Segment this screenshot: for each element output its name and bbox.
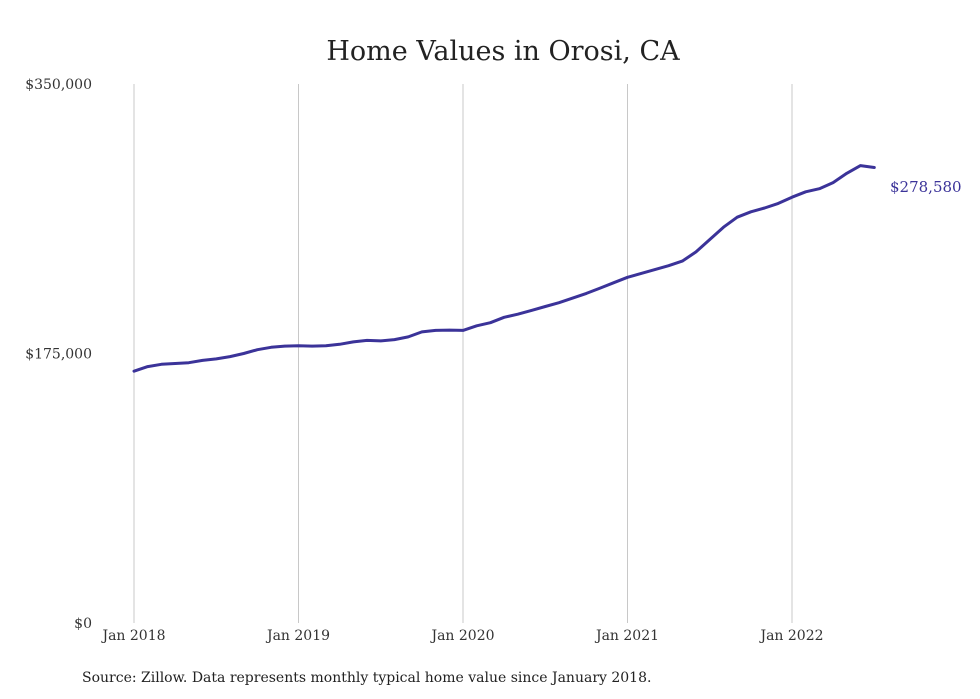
grid-lines — [133, 84, 793, 623]
data-point — [379, 339, 382, 343]
data-point — [489, 321, 492, 324]
data-point — [269, 346, 273, 349]
data-point — [393, 338, 396, 341]
data-point — [749, 210, 753, 214]
data-point — [297, 344, 300, 347]
data-point — [571, 296, 574, 300]
chart-title: Home Values in Orosi, CA — [326, 36, 680, 67]
data-point — [612, 281, 615, 284]
data-point — [640, 272, 643, 275]
series-line — [132, 164, 876, 373]
data-point — [173, 362, 177, 365]
data-point — [735, 216, 739, 219]
data-point — [242, 352, 245, 355]
series-points — [132, 164, 876, 373]
data-point — [283, 344, 286, 348]
data-point — [475, 324, 478, 327]
data-point — [859, 164, 862, 167]
data-point — [530, 309, 533, 312]
data-point — [516, 313, 520, 316]
data-point — [845, 172, 849, 175]
data-point — [146, 365, 149, 368]
data-point — [777, 202, 780, 205]
data-point — [365, 339, 369, 342]
data-point — [160, 363, 163, 366]
data-point — [818, 187, 821, 190]
data-point — [667, 264, 670, 267]
data-point — [256, 348, 259, 351]
data-point — [502, 316, 506, 319]
x-axis-tick-labels: Jan 2018 Jan 2019 Jan 2020 Jan 2021 Jan 2022 — [100, 628, 823, 644]
y-axis-tick-labels: $0 $175,000 $350,000 — [25, 77, 92, 632]
data-point — [448, 328, 451, 332]
data-point — [461, 329, 465, 332]
data-point — [201, 359, 204, 362]
data-point — [626, 276, 629, 279]
source-note: Source: Zillow. Data represents monthly … — [82, 670, 651, 686]
data-point — [352, 340, 355, 344]
data-point — [311, 344, 314, 348]
y-tick-label: $175,000 — [25, 347, 92, 363]
data-point — [653, 268, 657, 271]
x-tick-label: Jan 2022 — [758, 628, 823, 644]
data-point — [790, 195, 794, 199]
data-point — [681, 259, 684, 263]
data-point — [763, 206, 766, 210]
data-point — [338, 343, 341, 346]
x-tick-label: Jan 2019 — [265, 628, 330, 644]
data-point — [228, 355, 232, 358]
data-point — [585, 292, 588, 295]
data-point — [708, 238, 711, 241]
data-point — [187, 361, 191, 364]
data-point — [215, 357, 218, 361]
x-tick-label: Jan 2018 — [100, 628, 165, 644]
data-point — [722, 226, 725, 229]
data-point — [557, 301, 561, 304]
last-value-label: $278,580 — [890, 178, 962, 196]
data-point — [598, 286, 602, 290]
data-point — [324, 344, 328, 347]
data-point — [544, 305, 547, 308]
series-layer — [132, 164, 876, 373]
y-tick-label: $350,000 — [25, 77, 92, 93]
y-tick-label: $0 — [74, 616, 92, 632]
data-point — [434, 329, 437, 332]
x-tick-label: Jan 2021 — [594, 628, 659, 644]
data-point — [873, 166, 876, 169]
data-point — [132, 370, 136, 373]
x-tick-label: Jan 2020 — [429, 628, 494, 644]
data-point — [420, 330, 424, 334]
data-point — [694, 250, 698, 254]
data-point — [831, 181, 835, 184]
data-point — [406, 335, 410, 339]
data-point — [804, 190, 807, 193]
